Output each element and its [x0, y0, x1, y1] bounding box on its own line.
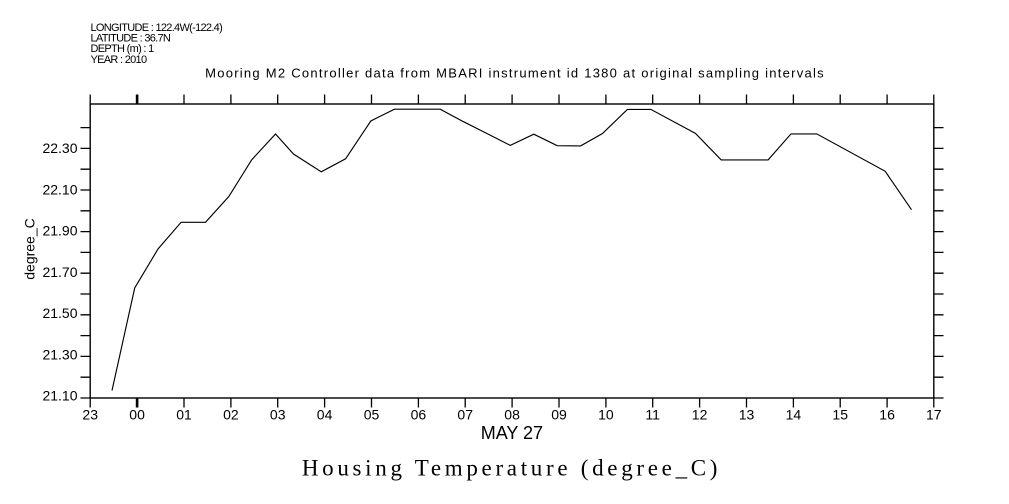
svg-text:01: 01	[176, 407, 192, 423]
svg-text:MAY 27: MAY 27	[481, 423, 543, 443]
svg-text:14: 14	[786, 407, 802, 423]
svg-text:15: 15	[832, 407, 848, 423]
svg-text:07: 07	[457, 407, 473, 423]
svg-text:21.10: 21.10	[42, 388, 77, 404]
svg-text:04: 04	[317, 407, 333, 423]
svg-text:22.30: 22.30	[42, 140, 77, 156]
svg-text:LATITUDE : 36.7N: LATITUDE : 36.7N	[91, 33, 171, 45]
svg-text:13: 13	[739, 407, 755, 423]
svg-text:12: 12	[692, 407, 708, 423]
svg-text:21.90: 21.90	[42, 223, 77, 239]
svg-text:DEPTH (m) : 1: DEPTH (m) : 1	[91, 43, 155, 55]
svg-text:degree_C: degree_C	[22, 218, 38, 280]
svg-text:05: 05	[364, 407, 380, 423]
svg-text:00: 00	[129, 407, 145, 423]
svg-text:06: 06	[411, 407, 427, 423]
svg-text:16: 16	[879, 407, 895, 423]
svg-text:21.70: 21.70	[42, 264, 77, 280]
svg-text:Housing Temperature (degree_C): Housing Temperature (degree_C)	[302, 456, 721, 481]
svg-text:21.50: 21.50	[42, 305, 77, 321]
svg-text:03: 03	[270, 407, 286, 423]
svg-text:11: 11	[645, 407, 660, 423]
svg-text:22.10: 22.10	[42, 181, 77, 197]
svg-text:09: 09	[551, 407, 567, 423]
svg-text:LONGITUDE : 122.4W(-122.4): LONGITUDE : 122.4W(-122.4)	[91, 22, 223, 34]
svg-text:21.30: 21.30	[42, 346, 77, 362]
svg-text:Mooring M2 Controller data fro: Mooring M2 Controller data from MBARI in…	[205, 66, 825, 81]
svg-text:23: 23	[82, 407, 98, 423]
svg-text:08: 08	[504, 407, 520, 423]
svg-text:02: 02	[223, 407, 239, 423]
svg-text:10: 10	[598, 407, 614, 423]
svg-text:17: 17	[926, 407, 942, 423]
svg-text:YEAR : 2010: YEAR : 2010	[91, 54, 147, 66]
